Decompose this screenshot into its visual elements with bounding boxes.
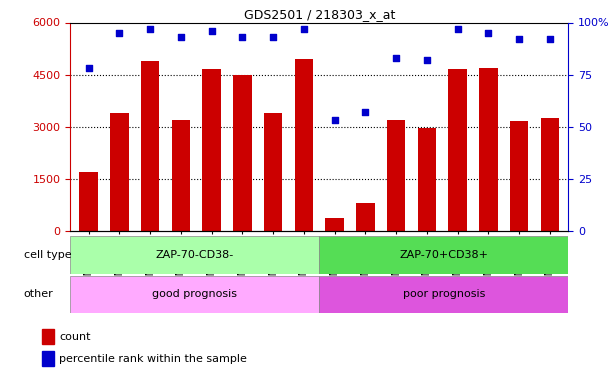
Point	[422, 57, 432, 63]
Point	[207, 28, 216, 34]
Bar	[448, 69, 467, 231]
Bar	[326, 219, 344, 231]
Point	[545, 36, 555, 42]
Text: other: other	[24, 290, 53, 299]
Bar	[202, 69, 221, 231]
Bar	[356, 203, 375, 231]
Point	[84, 65, 93, 71]
Bar	[70, 236, 320, 274]
Bar	[42, 329, 54, 344]
Point	[483, 30, 493, 36]
Point	[238, 34, 247, 40]
Point	[514, 36, 524, 42]
Text: count: count	[59, 332, 90, 342]
Text: poor prognosis: poor prognosis	[403, 290, 485, 299]
Text: ZAP-70-CD38-: ZAP-70-CD38-	[156, 250, 234, 260]
Text: good prognosis: good prognosis	[152, 290, 237, 299]
Bar	[42, 351, 54, 366]
Text: ZAP-70+CD38+: ZAP-70+CD38+	[399, 250, 488, 260]
Bar	[264, 112, 282, 231]
Bar	[172, 120, 190, 231]
Bar	[295, 59, 313, 231]
Bar	[70, 276, 320, 313]
Bar	[233, 75, 252, 231]
Bar	[110, 112, 129, 231]
Point	[453, 26, 463, 32]
Point	[114, 30, 124, 36]
Point	[360, 109, 370, 115]
Point	[299, 26, 309, 32]
Bar	[320, 276, 568, 313]
Text: cell type: cell type	[24, 250, 71, 260]
Bar	[141, 61, 159, 231]
Point	[145, 26, 155, 32]
Title: GDS2501 / 218303_x_at: GDS2501 / 218303_x_at	[244, 8, 395, 21]
Point	[268, 34, 278, 40]
Bar	[417, 128, 436, 231]
Bar	[541, 118, 559, 231]
Bar	[510, 122, 529, 231]
Bar	[320, 236, 568, 274]
Bar	[387, 120, 405, 231]
Point	[176, 34, 186, 40]
Text: percentile rank within the sample: percentile rank within the sample	[59, 354, 247, 364]
Bar	[479, 68, 497, 231]
Point	[330, 117, 340, 123]
Bar	[79, 172, 98, 231]
Point	[391, 55, 401, 61]
